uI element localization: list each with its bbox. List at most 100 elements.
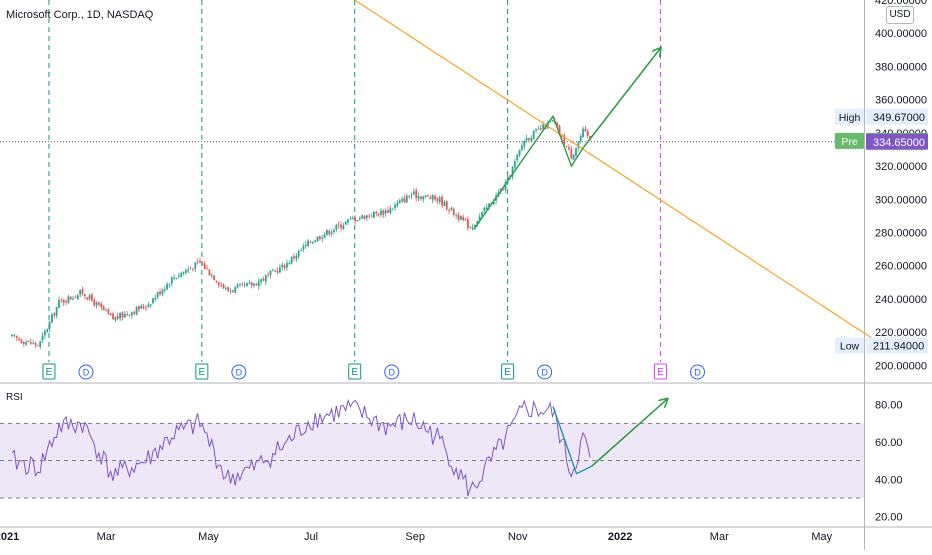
candle xyxy=(525,134,528,144)
candle xyxy=(396,199,399,208)
candle xyxy=(307,239,309,248)
price-tick-label: 400.00000 xyxy=(875,28,927,40)
candle xyxy=(586,128,589,139)
rsi-tick-label: 20.00 xyxy=(875,512,903,524)
candle xyxy=(271,268,274,272)
candle xyxy=(168,283,171,289)
candle xyxy=(274,269,277,273)
candle xyxy=(222,283,225,289)
earnings-marker[interactable]: E xyxy=(501,363,515,380)
candle xyxy=(408,195,411,199)
candle xyxy=(293,252,295,262)
candle xyxy=(114,316,117,323)
candle xyxy=(438,195,441,205)
candle xyxy=(86,296,89,301)
dividend-marker-label: D xyxy=(236,368,243,378)
candle xyxy=(95,300,98,309)
candle xyxy=(342,222,345,230)
candle xyxy=(584,125,587,133)
candle xyxy=(455,212,458,219)
price-tick-label: 320.00000 xyxy=(875,161,927,173)
candle xyxy=(427,194,429,198)
svg-text:211.94000: 211.94000 xyxy=(873,341,924,353)
dividend-marker[interactable]: D xyxy=(78,364,94,380)
candle xyxy=(368,213,371,220)
candle xyxy=(523,139,526,151)
candle xyxy=(412,188,415,195)
earnings-marker-label: E xyxy=(351,367,358,378)
candle xyxy=(389,205,392,215)
time-tick-label: Sep xyxy=(405,531,425,543)
candle xyxy=(314,239,317,243)
candle xyxy=(25,340,27,346)
dividend-marker[interactable]: D xyxy=(384,364,400,380)
rsi-projection-arrow[interactable] xyxy=(591,399,668,467)
trendline[interactable] xyxy=(354,0,881,345)
candle xyxy=(417,192,420,202)
time-tick-label: Nov xyxy=(508,531,528,543)
candle xyxy=(126,311,129,317)
candle xyxy=(65,299,67,306)
candle xyxy=(154,294,157,302)
candle xyxy=(337,221,340,229)
candle xyxy=(464,217,467,221)
candle xyxy=(405,193,408,204)
candle xyxy=(382,209,385,218)
candle xyxy=(232,290,234,293)
earnings-marker[interactable]: E xyxy=(42,363,56,380)
candle xyxy=(518,149,521,158)
candle xyxy=(424,194,427,199)
candle xyxy=(514,158,516,171)
candle xyxy=(420,195,422,202)
dividend-marker[interactable]: D xyxy=(689,364,705,380)
candle xyxy=(361,214,364,219)
candle xyxy=(304,241,307,249)
dividend-marker[interactable]: D xyxy=(231,364,247,380)
candle xyxy=(255,282,258,286)
candle xyxy=(44,329,46,339)
candle xyxy=(175,277,178,280)
price-tick-label: 300.00000 xyxy=(875,194,927,206)
candle xyxy=(145,304,147,312)
candle xyxy=(377,212,380,217)
price-projection-arrow[interactable] xyxy=(582,48,660,149)
candle xyxy=(253,282,255,288)
candle xyxy=(229,287,232,295)
candle xyxy=(116,312,119,321)
candle xyxy=(283,263,286,271)
earnings-marker-label: E xyxy=(199,367,206,378)
earnings-marker[interactable]: E xyxy=(348,363,362,380)
candle xyxy=(67,294,70,304)
candle xyxy=(91,292,93,302)
candle xyxy=(109,313,112,316)
earnings-marker[interactable]: E xyxy=(653,363,667,380)
candle xyxy=(46,328,49,333)
candle xyxy=(365,214,368,222)
candle xyxy=(351,215,354,220)
candle xyxy=(575,147,577,159)
candle xyxy=(288,260,291,265)
candle xyxy=(196,258,199,265)
candle xyxy=(133,310,136,316)
candle xyxy=(384,208,387,217)
svg-text:334.65000: 334.65000 xyxy=(873,137,925,149)
candle xyxy=(321,235,324,243)
rsi-zigzag-drawing[interactable] xyxy=(552,406,592,475)
dividend-marker[interactable]: D xyxy=(537,364,553,380)
candle xyxy=(15,335,18,342)
candle xyxy=(93,297,96,308)
candle xyxy=(227,286,230,293)
time-tick-label: May xyxy=(198,531,219,543)
candle xyxy=(170,276,173,287)
dividend-marker-label: D xyxy=(694,368,701,378)
currency-button[interactable]: USD xyxy=(886,6,914,24)
candle xyxy=(469,226,472,229)
candle xyxy=(267,271,270,278)
earnings-marker[interactable]: E xyxy=(195,363,209,380)
candle xyxy=(105,307,107,312)
price-zigzag-drawing[interactable] xyxy=(473,114,584,230)
candle xyxy=(51,312,53,324)
candle xyxy=(107,307,110,316)
